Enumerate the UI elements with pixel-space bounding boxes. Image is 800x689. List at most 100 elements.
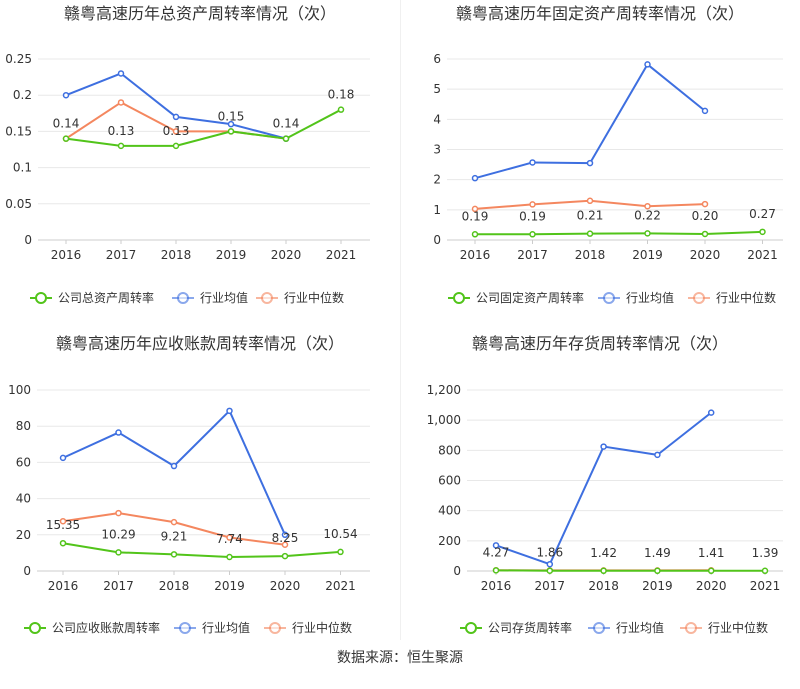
data-point [701, 107, 709, 115]
y-tick-label: 0.25 [5, 52, 32, 66]
data-point [227, 128, 235, 135]
x-tick-label: 2021 [747, 248, 778, 262]
data-point [59, 517, 67, 525]
data-point [471, 174, 479, 182]
data-point [759, 228, 766, 236]
y-tick-label: 1 [433, 203, 441, 217]
data-point [172, 142, 180, 150]
data-point [226, 553, 233, 561]
chart-svg: 赣粤高速历年固定资产周转率情况（次） 0 1 2 3 4 5 6 2016 2017 2018 201… [433, 4, 783, 305]
data-point [62, 91, 70, 99]
legend-label: 行业均值 [202, 620, 250, 635]
y-tick-label: 6 [433, 52, 441, 66]
data-point [59, 454, 67, 462]
legend-swatch-marker [35, 292, 47, 304]
data-point [337, 106, 345, 113]
data-label: 8.25 [272, 531, 299, 545]
data-point [654, 451, 661, 459]
data-point [170, 462, 178, 470]
data-label: 0.15 [218, 109, 245, 123]
data-label: 0.19 [519, 209, 546, 223]
chart-receivables-turnover: 赣粤高速历年应收账款周转率情况（次） 0 20 40 60 80 100 2016 2017 20… [0, 330, 400, 660]
data-label: 10.54 [323, 527, 357, 541]
data-point [227, 120, 235, 128]
data-point [471, 205, 479, 213]
data-label: 1.39 [752, 546, 779, 560]
legend-swatch-marker [685, 622, 697, 634]
data-label: 0.18 [328, 88, 355, 102]
y-tick-label: 0.05 [5, 197, 32, 211]
data-point [226, 534, 233, 541]
legend-label: 行业中位数 [284, 290, 344, 305]
x-tick-label: 2018 [161, 248, 192, 262]
y-tick-label: 20 [16, 528, 31, 542]
x-tick-label: 2018 [588, 579, 619, 593]
x-tick-label: 2016 [51, 248, 82, 262]
y-tick-label: 1,200 [427, 383, 461, 397]
data-point [172, 113, 180, 121]
data-label: 0.21 [577, 209, 604, 223]
data-point [586, 159, 594, 167]
data-point [644, 230, 651, 237]
series-line [495, 411, 712, 566]
chart-title: 赣粤高速历年存货周转率情况（次） [472, 334, 728, 353]
x-tick-label: 2017 [106, 248, 137, 262]
legend-item: 公司存货周转率 [460, 620, 572, 635]
y-tick-label: 200 [438, 534, 461, 548]
chart-svg: 赣粤高速历年存货周转率情况（次） 0 200 400 600 800 1,000 1,200 2… [427, 334, 783, 635]
x-tick-label: 2021 [326, 248, 357, 262]
data-label: 15.35 [46, 518, 80, 532]
y-tick-label: 1,000 [427, 413, 461, 427]
y-tick-label: 100 [8, 383, 31, 397]
series-line [65, 108, 342, 147]
x-tick-label: 2020 [271, 248, 302, 262]
data-label: 10.29 [101, 527, 135, 541]
data-point [586, 197, 594, 205]
legend-label: 行业中位数 [292, 620, 352, 635]
data-label: 7.74 [216, 532, 243, 546]
x-tick-label: 2020 [696, 579, 727, 593]
legend-label: 公司固定资产周转率 [476, 290, 584, 305]
data-point [281, 541, 289, 549]
data-source-note: 数据来源：恒生聚源 [337, 650, 463, 666]
x-tick-label: 2021 [325, 579, 356, 593]
data-point [492, 542, 500, 549]
y-tick-label: 80 [16, 419, 31, 433]
data-point [644, 61, 651, 68]
data-point [600, 443, 607, 450]
legend-item: 行业均值 [588, 620, 664, 635]
chart-title: 赣粤高速历年应收账款周转率情况（次） [56, 334, 344, 353]
chart-title: 赣粤高速历年总资产周转率情况（次） [64, 4, 336, 23]
legend-item: 行业中位数 [256, 290, 344, 305]
legend-swatch-marker [179, 622, 191, 634]
data-point [586, 230, 594, 237]
x-tick-label: 2020 [690, 248, 721, 262]
x-tick-label: 2018 [159, 579, 190, 593]
data-point [701, 200, 709, 208]
data-label: 0.14 [53, 117, 80, 131]
data-point [115, 549, 122, 556]
x-tick-label: 2017 [103, 579, 134, 593]
data-label: 1.49 [644, 546, 671, 560]
legend-swatch-marker [269, 622, 281, 634]
series-line [475, 230, 763, 236]
x-tick-label: 2016 [48, 579, 79, 593]
y-tick-label: 3 [433, 143, 441, 157]
chart-svg: 赣粤高速历年应收账款周转率情况（次） 0 20 40 60 80 100 2016 2017 20… [8, 334, 370, 635]
chart-inventory-turnover: 赣粤高速历年存货周转率情况（次） 0 200 400 600 800 1,000 1,200 2… [400, 330, 800, 660]
legend-item: 行业均值 [598, 290, 674, 305]
data-point [761, 567, 769, 575]
y-tick-label: 60 [16, 455, 31, 469]
legend-swatch-marker [261, 292, 273, 304]
chart-title: 赣粤高速历年固定资产周转率情况（次） [456, 4, 744, 23]
data-label: 1.86 [536, 546, 563, 560]
panel-divider [400, 0, 401, 640]
y-tick-label: 400 [438, 504, 461, 518]
legend-item: 公司固定资产周转率 [448, 290, 584, 305]
legend-label: 行业均值 [200, 290, 248, 305]
data-label: 0.14 [273, 117, 300, 131]
y-tick-label: 0 [433, 233, 441, 247]
series-line [62, 542, 341, 558]
legend-swatch-marker [603, 292, 615, 304]
data-point [654, 567, 661, 575]
